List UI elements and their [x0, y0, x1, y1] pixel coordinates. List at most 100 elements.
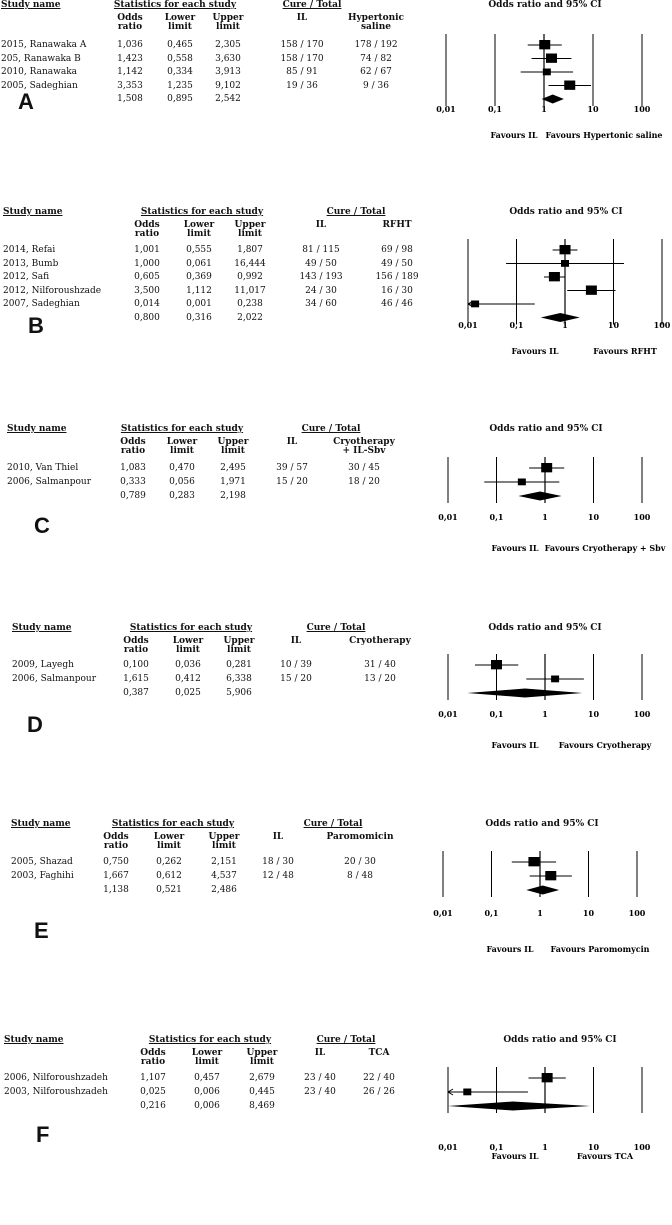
- panel-label: D: [27, 712, 43, 737]
- upper-limit-subheader: Upper: [223, 636, 255, 646]
- lower-limit-value: 0,555: [186, 245, 212, 255]
- x-tick-label: 0,1: [490, 709, 504, 719]
- x-tick-label: 0,01: [438, 709, 457, 719]
- lower-limit-value: 0,061: [186, 258, 212, 269]
- group1-subheader: IL: [272, 832, 284, 842]
- x-tick-label: 0,1: [490, 512, 504, 522]
- lower-limit-subheader: limit: [187, 229, 211, 239]
- lower-limit-subheader: Lower: [172, 636, 204, 646]
- lower-limit-subheader: limit: [157, 841, 181, 851]
- group2-subheader: Cryotherapy: [333, 437, 395, 447]
- lower-limit-value: 0,036: [175, 660, 201, 670]
- upper-limit-subheader: Upper: [234, 220, 266, 230]
- pooled-diamond: [448, 1101, 590, 1111]
- odds-ratio-value: 3,500: [134, 285, 160, 296]
- lower-limit-value: 1,235: [167, 80, 193, 91]
- lower-limit-subheader: limit: [168, 22, 192, 32]
- group1-cure-total: 158 / 170: [280, 53, 324, 64]
- cure-total-header: Cure / Total: [282, 0, 342, 10]
- lower-limit-value: 0,470: [169, 463, 195, 473]
- lower-limit-value: 0,262: [156, 857, 182, 867]
- lower-limit-value: 0,521: [156, 885, 182, 895]
- upper-limit-value: 8,469: [249, 1101, 275, 1111]
- upper-limit-value: 1,971: [220, 477, 246, 487]
- forest-panel-d: Study name Statistics for each study Cure …: [0, 623, 672, 813]
- lower-limit-value: 0,056: [169, 477, 195, 487]
- x-tick-label: 0,01: [438, 1142, 457, 1152]
- x-tick-label: 10: [608, 320, 620, 330]
- odds-ratio-ci-header: Odds ratio and 95% CI: [509, 207, 623, 217]
- study-name: 2005, Sadeghian: [1, 80, 78, 91]
- favours-left-label: Favours IL: [511, 346, 558, 356]
- x-tick-label: 0,01: [436, 104, 455, 114]
- favours-left-label: Favours IL: [491, 1151, 538, 1161]
- study-name-header: Study name: [12, 623, 72, 633]
- lower-limit-value: 0,895: [167, 94, 193, 104]
- study-name: 2010, Ranawaka: [1, 67, 78, 77]
- group2-cure-total: 156 / 189: [375, 272, 419, 282]
- lower-limit-subheader: limit: [176, 645, 200, 655]
- lower-limit-subheader: Lower: [164, 13, 196, 23]
- study-name: 2005, Shazad: [11, 857, 73, 867]
- point-estimate-square: [463, 1088, 472, 1096]
- study-name: 2013, Bumb: [3, 258, 59, 269]
- x-tick-label: 100: [629, 908, 646, 918]
- upper-limit-value: 11,017: [234, 285, 266, 296]
- odds-ratio-ci-header: Odds ratio and 95% CI: [489, 424, 603, 434]
- odds-ratio-subheader: ratio: [123, 645, 149, 655]
- cure-total-header: Cure / Total: [316, 1035, 376, 1045]
- lower-limit-subheader: limit: [170, 446, 194, 456]
- odds-ratio-ci-header: Odds ratio and 95% CI: [485, 819, 599, 829]
- odds-ratio-value: 1,083: [120, 463, 146, 473]
- group1-cure-total: 23 / 40: [304, 1073, 336, 1083]
- lower-limit-value: 0,558: [167, 53, 193, 64]
- group1-subheader: IL: [286, 437, 298, 447]
- panel-label: C: [34, 513, 50, 538]
- pooled-diamond: [518, 491, 562, 501]
- upper-limit-value: 2,151: [211, 857, 237, 867]
- cure-total-header: Cure / Total: [306, 623, 366, 633]
- point-estimate-square: [546, 53, 558, 63]
- group1-subheader: IL: [290, 636, 302, 646]
- forest-panel-c: Study name Statistics for each study Cure …: [0, 424, 672, 614]
- group2-subheader: Cryotherapy: [349, 636, 411, 646]
- point-estimate-square: [539, 40, 551, 50]
- study-name: 2003, Nilforoushzadeh: [4, 1087, 108, 1097]
- upper-limit-value: 16,444: [234, 258, 266, 269]
- lower-limit-value: 0,006: [194, 1101, 220, 1111]
- group2-subheader: TCA: [368, 1048, 390, 1058]
- upper-limit-value: 2,022: [237, 312, 263, 323]
- upper-limit-value: 3,913: [215, 67, 241, 77]
- odds-ratio-ci-header: Odds ratio and 95% CI: [488, 0, 602, 10]
- group1-cure-total: 15 / 20: [276, 477, 308, 487]
- x-tick-label: 100: [634, 512, 651, 522]
- panel-label: F: [36, 1122, 50, 1147]
- odds-ratio-ci-header: Odds ratio and 95% CI: [488, 623, 602, 633]
- favours-right-label: Favours RFHT: [593, 346, 657, 356]
- x-tick-label: 100: [634, 104, 651, 114]
- group1-cure-total: 18 / 30: [262, 857, 294, 867]
- cure-total-header: Cure / Total: [326, 207, 386, 217]
- study-name: 2012, Nilforoushzade: [3, 285, 102, 296]
- pooled-diamond: [540, 313, 580, 322]
- x-tick-label: 1: [542, 1142, 548, 1152]
- group2-cure-total: 30 / 45: [348, 463, 380, 473]
- favours-right-label: Favours Hypertonic saline: [545, 130, 662, 140]
- lower-limit-subheader: Lower: [183, 220, 215, 230]
- favours-left-label: Favours IL: [490, 130, 537, 140]
- x-tick-label: 1: [537, 908, 543, 918]
- upper-limit-value: 2,542: [215, 94, 241, 104]
- study-name: 2006, Salmanpour: [7, 477, 92, 487]
- lower-limit-value: 0,457: [194, 1073, 220, 1083]
- point-estimate-square: [551, 675, 560, 683]
- x-tick-label: 100: [634, 1142, 651, 1152]
- upper-limit-value: 5,906: [226, 688, 252, 698]
- point-estimate-square: [545, 871, 557, 881]
- odds-ratio-subheader: Odds: [140, 1048, 166, 1058]
- study-name: 2007, Sadeghian: [3, 299, 80, 309]
- x-tick-label: 0,1: [490, 1142, 504, 1152]
- point-estimate-square: [471, 300, 480, 308]
- x-tick-label: 100: [634, 709, 651, 719]
- lower-limit-value: 0,612: [156, 871, 182, 881]
- panel-label: E: [34, 918, 49, 943]
